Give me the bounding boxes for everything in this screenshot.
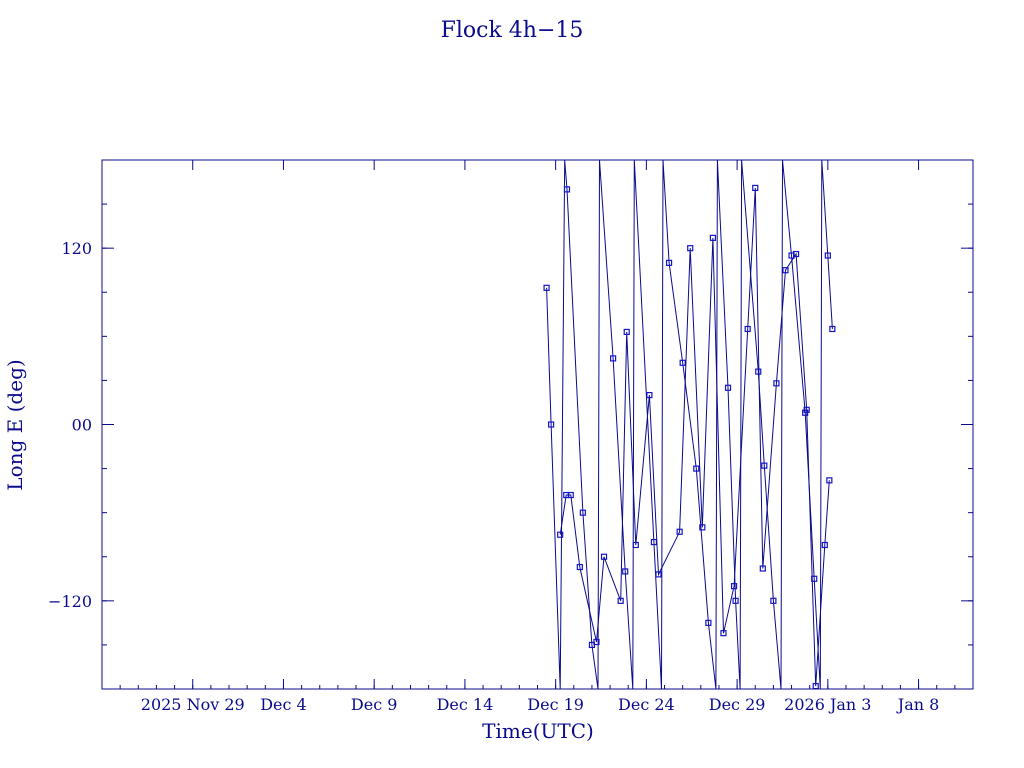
- data-point: [679, 359, 686, 366]
- x-tick-label: Dec 29: [709, 695, 766, 714]
- x-tick-label: Dec 19: [527, 695, 584, 714]
- data-point: [567, 491, 574, 499]
- data-point: [824, 252, 831, 259]
- data-point: [617, 597, 624, 604]
- data-point: [730, 583, 738, 590]
- data-point: [826, 477, 833, 484]
- series-line-1: [546, 159, 833, 690]
- axis-ticks: [101, 160, 974, 689]
- y-axis-label: Long E (deg): [3, 359, 27, 490]
- data-point: [829, 325, 836, 333]
- data-point: [752, 184, 759, 192]
- data-point: [693, 465, 700, 472]
- x-tick-label: Dec 9: [351, 695, 398, 714]
- data-point: [665, 259, 673, 266]
- data-point: [623, 328, 630, 336]
- data-point: [821, 541, 828, 549]
- data-point: [557, 531, 564, 538]
- tick-labels: 2025 Nov 29 Dec 4 Dec 9 Dec 14 Dec 19 Dec 24 D…: [48, 239, 939, 714]
- data-point: [632, 541, 639, 549]
- data-point: [548, 421, 555, 428]
- data-point: [579, 509, 586, 516]
- data-point: [709, 234, 717, 241]
- data-point: [622, 568, 629, 575]
- data-point: [699, 524, 706, 531]
- data-point: [773, 380, 780, 387]
- data-point: [705, 619, 712, 626]
- data-point: [576, 563, 583, 571]
- x-tick-label: Jan 8: [896, 695, 940, 714]
- data-point: [744, 325, 751, 333]
- plot-frame: [101, 159, 974, 690]
- x-tick-label: Dec 14: [437, 695, 494, 714]
- chart-title: Flock 4h−15: [441, 18, 584, 43]
- data-point: [759, 565, 766, 572]
- data-point: [655, 571, 662, 578]
- data-point: [593, 638, 600, 646]
- data-point: [792, 250, 800, 258]
- data-point: [676, 528, 683, 535]
- data-point: [755, 368, 762, 375]
- data-point: [724, 384, 732, 391]
- data-point: [600, 553, 608, 560]
- data-point: [761, 462, 768, 469]
- y-tick-label: 00: [72, 416, 92, 435]
- data-point: [770, 597, 777, 604]
- plot-area: [543, 159, 836, 690]
- x-tick-label: 2026 Jan 3: [784, 695, 871, 714]
- y-tick-label: −120: [48, 592, 92, 611]
- x-tick-label: Dec 24: [618, 695, 675, 714]
- data-point: [563, 186, 571, 193]
- x-tick-label: 2025 Nov 29: [141, 695, 245, 714]
- data-point: [543, 284, 550, 291]
- data-point: [610, 355, 617, 362]
- series-line-2: [559, 187, 830, 687]
- data-point: [646, 392, 653, 399]
- x-axis-label: Time(UTC): [482, 719, 594, 743]
- data-point: [720, 630, 727, 637]
- data-point: [803, 406, 810, 413]
- data-point: [687, 245, 694, 252]
- x-tick-label: Dec 4: [260, 695, 307, 714]
- y-tick-label: 120: [61, 239, 92, 258]
- data-point: [732, 597, 739, 604]
- data-point: [782, 267, 789, 274]
